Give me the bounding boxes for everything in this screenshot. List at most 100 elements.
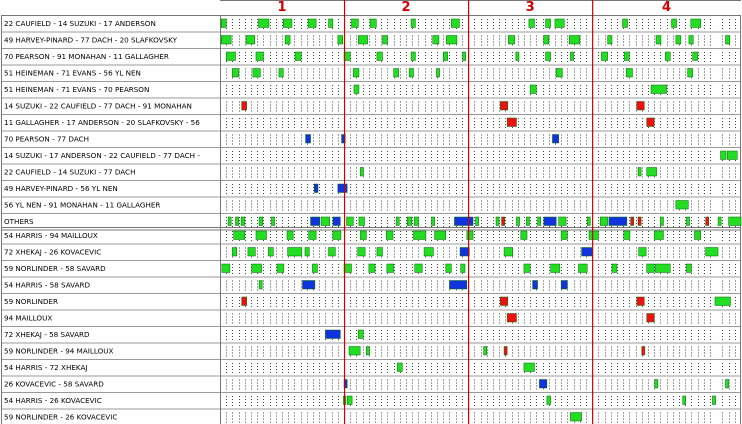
shift-bar [555, 68, 563, 78]
shift-bar [545, 51, 551, 61]
shift-bar [503, 247, 514, 257]
shift-bar [283, 18, 293, 28]
shift-bar [581, 247, 593, 257]
shift-bar [637, 167, 642, 177]
shift-bar [302, 280, 316, 290]
shift-bar [550, 263, 561, 273]
shift-bar [369, 18, 377, 28]
table-row: 26 KOVACEVIC - 58 SAVARD [1, 375, 741, 390]
table-row: 54 HARRIS - 94 MAILLOUX [4, 230, 736, 241]
shift-bar [500, 296, 509, 306]
period-header-2: 2 [402, 0, 411, 15]
minute-dots [226, 184, 736, 194]
shift-bar [506, 117, 517, 127]
shift-bar [630, 216, 634, 226]
shift-bar [312, 263, 318, 273]
table-row: 22 CAUFIELD - 14 SUZUKI - 77 DACH [1, 163, 741, 178]
shift-bar [690, 18, 701, 28]
shift-bar [310, 216, 321, 226]
table-row: 54 HARRIS - 58 SAVARD [1, 276, 741, 291]
minute-dots [226, 134, 736, 145]
table-row: 49 HARVEY-PINARD - 56 YL NEN [1, 180, 741, 194]
shift-bar [328, 247, 336, 257]
table-row: 70 PEARSON - 77 DACH [1, 130, 741, 145]
shift-bar [728, 216, 742, 226]
row-label: 51 HEINEMAN - 71 EVANS - 56 YL NEN [4, 69, 141, 78]
shift-bar [413, 230, 427, 240]
shift-bar [408, 68, 414, 78]
shift-bar [341, 134, 346, 144]
shift-bar [314, 183, 319, 193]
shift-bar [446, 35, 458, 45]
shift-bar [545, 18, 551, 28]
shift-bar [232, 68, 239, 78]
row-label: 51 HEINEMAN - 71 EVANS - 70 PEARSON [4, 85, 149, 94]
table-row: 59 NORLINDER - 58 SAVARD [1, 260, 741, 274]
shift-bar [358, 216, 365, 226]
period-headers: 1 2 3 4 [220, 0, 741, 15]
row-label: 14 SUZUKI - 17 ANDERSON - 22 CAUFIELD - … [4, 151, 200, 160]
shift-bar [523, 362, 535, 372]
shift-bar [636, 101, 645, 111]
shift-bar [284, 35, 291, 45]
shift-bar [258, 18, 270, 28]
shift-bar [348, 346, 361, 356]
shift-bar [578, 263, 588, 273]
shift-bar [241, 296, 247, 306]
shift-bar [220, 35, 232, 45]
shift-bar [227, 216, 232, 226]
row-label: 22 CAUFIELD - 14 SUZUKI - 77 DACH [4, 168, 135, 177]
table-row: OTHERS [1, 213, 742, 227]
shift-bar [654, 379, 659, 389]
shift-bar [543, 216, 557, 226]
shift-bar [660, 216, 664, 226]
table-row: 54 HARRIS - 72 XHEKAJ [1, 359, 741, 373]
shift-bar [636, 296, 645, 306]
shift-bar [353, 84, 360, 94]
shift-bar [271, 216, 275, 226]
shift-bar [686, 216, 690, 226]
row-label: 54 HARRIS - 94 MAILLOUX [4, 231, 98, 240]
shift-bar [687, 68, 693, 78]
period-header-1: 1 [278, 0, 287, 15]
shift-bar [459, 247, 470, 257]
shift-bar [537, 216, 541, 226]
shift-bar [694, 230, 701, 240]
shift-bar [568, 35, 580, 45]
shift-bar [359, 167, 364, 177]
shift-bar [358, 35, 368, 45]
shift-bar [376, 247, 383, 257]
shift-bar [385, 230, 394, 240]
shift-bar [325, 329, 341, 339]
shift-bar [252, 68, 261, 78]
shift-bar [358, 329, 364, 339]
shift-bar [725, 379, 729, 389]
shift-bar [501, 216, 505, 226]
table-row: 94 MAILLOUX [1, 309, 741, 324]
table-row: 56 YL NEN - 91 MONAHAN - 11 GALLAGHER [1, 196, 741, 211]
shift-bar [460, 263, 466, 273]
shift-bar [712, 395, 716, 405]
shift-bar [623, 230, 631, 240]
period-header-4: 4 [662, 0, 671, 15]
shift-bar [508, 35, 515, 45]
shift-bar [220, 18, 227, 28]
shift-bar [543, 35, 549, 45]
shift-bar [304, 247, 310, 257]
row-label: 56 YL NEN - 91 MONAHAN - 11 GALLAGHER [4, 201, 160, 210]
row-label: 11 GALLAGHER - 17 ANDERSON - 20 SLAFKOVS… [4, 118, 200, 127]
shift-bar [278, 68, 284, 78]
row-label: 59 NORLINDER - 26 KOVACEVIC [4, 413, 117, 422]
shift-tables: 22 CAUFIELD - 14 SUZUKI - 17 ANDERSON 49 … [1, 15, 742, 424]
shift-bar [599, 216, 608, 226]
shift-bar [622, 18, 628, 28]
shift-bar [539, 379, 548, 389]
row-label: 70 PEARSON - 77 DACH [4, 135, 89, 144]
shift-bar [570, 51, 574, 61]
shift-bar [466, 230, 474, 240]
row-label: 59 NORLINDER - 94 MAILLOUX [4, 347, 114, 356]
shift-bar [454, 216, 474, 226]
minute-dots [226, 52, 736, 62]
shift-bar [611, 263, 618, 273]
shift-bar [725, 35, 731, 45]
